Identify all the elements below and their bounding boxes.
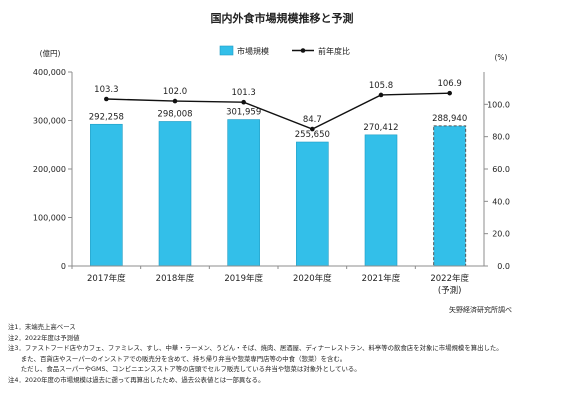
- note-3-cont-2: ただし、食品スーパーやGMS、コンビニエンスストア等の店頭でセルフ販売している弁…: [8, 365, 361, 374]
- bar-2021年度: [364, 134, 398, 267]
- chart-title: 国内外食市場規模推移と予測: [210, 12, 354, 25]
- x-tick-label: 2019年度: [224, 273, 263, 284]
- x-tick-label: 2022年度: [430, 273, 469, 284]
- footnotes: 注1．末端売上高ベース 注2．2022年度は予測値 注3．ファストフード店やカフ…: [8, 322, 556, 386]
- legend-marker-line: [300, 48, 306, 53]
- bar-value-label: 288,940: [432, 114, 467, 124]
- line-value-label: 101.3: [231, 88, 255, 98]
- note-2: 注2．2022年度は予測値: [8, 333, 80, 342]
- y-right-tick-label: 0.0: [497, 262, 510, 271]
- bar-2019年度: [227, 119, 260, 267]
- y-left-unit: (億円): [40, 48, 61, 58]
- bar-2017年度: [90, 123, 123, 267]
- bar-value-label: 292,258: [89, 112, 124, 122]
- y-right-tick-label: 80.0: [492, 133, 510, 142]
- legend-swatch-bar: [219, 45, 234, 56]
- x-tick-label: 2020年度: [293, 273, 332, 284]
- bar-value-label: 255,650: [295, 130, 330, 140]
- line-yoy-ratio: [106, 92, 450, 130]
- line-point: [378, 92, 384, 98]
- line-value-label: 103.3: [94, 85, 118, 95]
- bar-value-label: 270,412: [363, 123, 398, 133]
- y-right-tick-label: 40.0: [492, 197, 510, 206]
- x-tick-label: 2021年度: [362, 273, 401, 284]
- y-right-tick-label: 20.0: [492, 230, 510, 239]
- bar-value-label: 298,008: [157, 109, 192, 119]
- note-3-cont-1: また、百貨店やスーパーのインストアでの販売分を含めて、持ち帰り弁当や惣菜専門店等…: [8, 354, 347, 363]
- y-left-tick-label: 400,000: [33, 68, 66, 77]
- y-right-unit: (%): [495, 53, 508, 62]
- line-point: [104, 96, 109, 102]
- y-right-tick-label: 100.0: [487, 100, 510, 109]
- line-value-label: 105.8: [369, 81, 393, 91]
- bar-2018年度: [158, 121, 192, 267]
- x-tick-label: 2018年度: [156, 273, 195, 284]
- line-value-label: 102.0: [163, 87, 187, 97]
- y-left-tick-label: 0: [61, 262, 66, 271]
- y-left-tick-label: 300,000: [33, 117, 66, 126]
- x-tick-sublabel: (予測): [438, 285, 462, 296]
- line-point: [310, 126, 315, 132]
- bar-2022年度: [433, 125, 467, 267]
- bar-2020年度: [296, 141, 329, 267]
- x-tick-label: 2017年度: [87, 273, 126, 284]
- legend-label-bar: 市場規模: [237, 46, 269, 56]
- line-point: [172, 98, 178, 104]
- bar-value-label: 301,959: [226, 108, 261, 118]
- note-4: 注4．2020年度の市場規模は過去に遡って再算出したため、過去公表値とは一部異な…: [8, 375, 265, 384]
- line-point: [447, 90, 452, 96]
- line-value-label: 106.9: [437, 79, 461, 89]
- legend: 市場規模 前年度比: [219, 45, 350, 56]
- note-1: 注1．末端売上高ベース: [8, 323, 76, 331]
- source-credit: 矢野経済研究所調べ: [449, 306, 512, 314]
- line-point: [241, 99, 246, 105]
- y-left-tick-label: 200,000: [33, 165, 66, 174]
- y-left-tick-label: 100,000: [33, 214, 66, 223]
- y-right-tick-label: 60.0: [492, 165, 510, 174]
- legend-label-line: 前年度比: [318, 46, 350, 56]
- line-value-label: 84.7: [303, 115, 322, 125]
- note-3: 注3．ファストフード店やカフェ、ファミレス、すし、中華・ラーメン、うどん・そば、…: [8, 344, 503, 353]
